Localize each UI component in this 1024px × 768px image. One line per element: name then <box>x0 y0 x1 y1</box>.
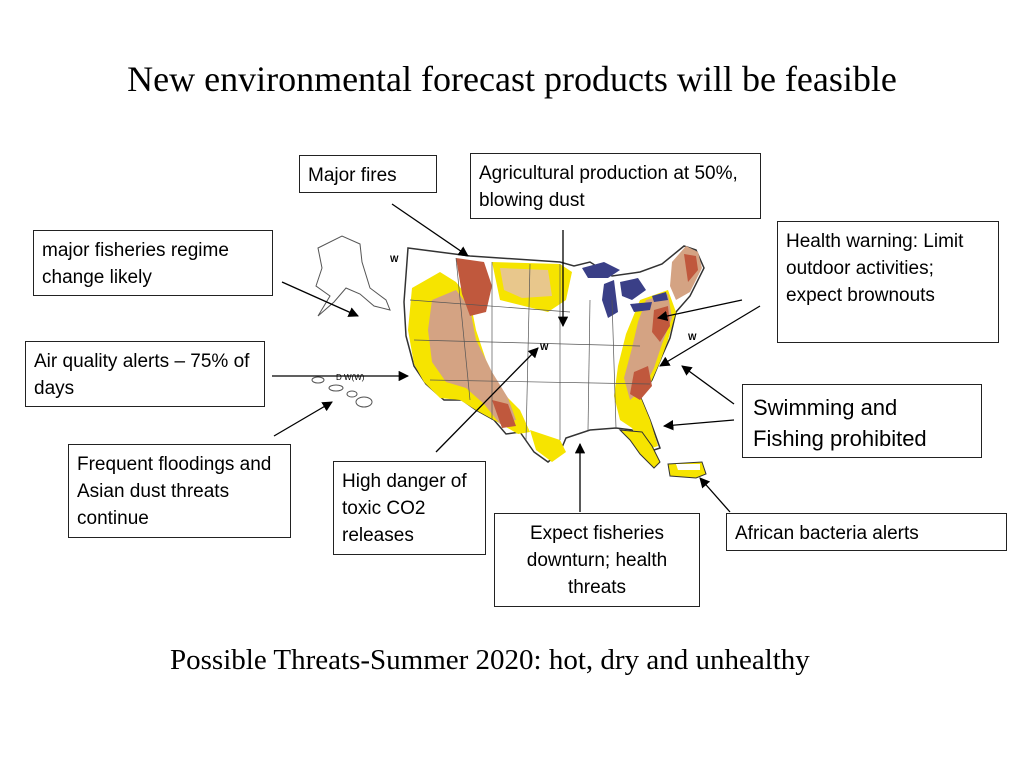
slide-subtitle: Possible Threats-Summer 2020: hot, dry a… <box>170 644 810 676</box>
callout-toxic-co2: High danger of toxic CO2 releases <box>333 461 486 555</box>
great-lakes <box>582 262 668 318</box>
map-label-w: W <box>390 254 399 264</box>
arrow-floodings <box>273 401 333 437</box>
map-label-dw: D W(W) <box>336 373 365 382</box>
arrow-african-bacteria <box>699 477 731 513</box>
callout-swimming: Swimming and Fishing prohibited <box>742 384 982 458</box>
hawaii-islands <box>311 376 373 408</box>
callout-agricultural: Agricultural production at 50%, blowing … <box>470 153 761 219</box>
callout-air-quality: Air quality alerts – 75% of days <box>25 341 265 407</box>
new-england-severe-region <box>684 254 698 282</box>
arrow-toxic-co2 <box>435 347 539 453</box>
map-label-w: W <box>688 332 697 342</box>
callout-fisheries-downturn: Expect fisheries downturn; health threat… <box>494 513 700 607</box>
map-label-w: W <box>540 342 549 352</box>
arrow-swimming-1 <box>681 365 735 405</box>
slide-title: New environmental forecast products will… <box>127 59 897 99</box>
northwest-severe-region <box>456 258 492 316</box>
arrow-fisheries-regime <box>281 281 359 317</box>
alaska-shape <box>315 235 391 317</box>
callout-health-warning: Health warning: Limit outdoor activities… <box>777 221 999 343</box>
arrow-swimming-2 <box>662 419 735 431</box>
arrow-health-1 <box>656 299 743 322</box>
plains-moderate-region <box>500 268 552 298</box>
callout-african-bacteria: African bacteria alerts <box>726 513 1007 551</box>
arrow-major-fires <box>391 203 469 257</box>
callout-fisheries-regime: major fisheries regime change likely <box>33 230 273 296</box>
arrow-health-2 <box>659 305 761 367</box>
gulf-dry-region <box>530 430 566 462</box>
callout-major-fires: Major fires <box>299 155 437 193</box>
florida-dry-region <box>618 429 661 469</box>
callout-floodings: Frequent floodings and Asian dust threat… <box>68 444 291 538</box>
west-moderate-region <box>428 290 516 424</box>
southeast-severe-region <box>630 366 652 400</box>
southwest-severe-region <box>492 400 516 428</box>
